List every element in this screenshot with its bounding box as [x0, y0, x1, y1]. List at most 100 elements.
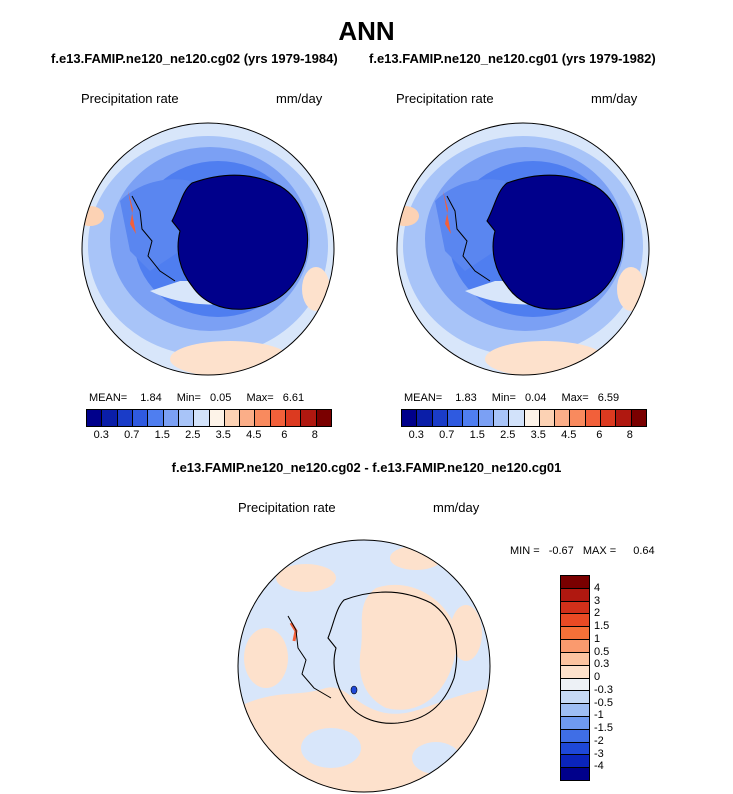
colorbar-tick-label: 8 [626, 429, 633, 441]
diff-variable-label: Precipitation rate [238, 500, 336, 515]
colorbar-tick-label: 1.5 [154, 429, 170, 441]
right-max-label: Max= [561, 392, 589, 404]
colorbar-tick-label: 0.3 [594, 658, 610, 671]
right-case-title: f.e13.FAMIP.ne120_ne120.cg01 (yrs 1979-1… [369, 51, 656, 66]
diff-min-value: -0.67 [548, 545, 574, 557]
left-precip-map [81, 122, 335, 376]
colorbar-swatch [87, 410, 103, 426]
colorbar-tick-label: 1.5 [469, 429, 485, 441]
diff-max-value: 0.64 [633, 545, 655, 557]
colorbar-swatch [561, 768, 589, 780]
right-min-label: Min= [491, 392, 516, 404]
left-max-label: Max= [246, 392, 274, 404]
right-mean-value: 1.83 [455, 392, 477, 404]
colorbar-tick-label: 0.3 [408, 429, 424, 441]
colorbar-tick-label: 0.7 [439, 429, 455, 441]
colorbar-tick-label: 4.5 [246, 429, 262, 441]
colorbar-swatch [561, 729, 589, 743]
right-colorbar [401, 409, 647, 427]
diff-precip-map [237, 539, 491, 793]
left-variable-label: Precipitation rate [81, 91, 179, 106]
colorbar-tick-label: -0.3 [594, 683, 613, 696]
right-mean-label: MEAN= [404, 392, 443, 404]
colorbar-tick-label: 2.5 [500, 429, 516, 441]
colorbar-swatch [178, 410, 195, 426]
diff-colorbar [560, 575, 590, 781]
colorbar-swatch [209, 410, 225, 426]
colorbar-swatch [539, 410, 556, 426]
colorbar-swatch [631, 410, 646, 426]
colorbar-tick-label: 0.7 [124, 429, 140, 441]
colorbar-tick-label: 2.5 [185, 429, 201, 441]
colorbar-swatch [561, 742, 589, 756]
colorbar-swatch [509, 410, 525, 426]
colorbar-swatch [270, 410, 287, 426]
colorbar-swatch [561, 716, 589, 730]
colorbar-tick-label: -0.5 [594, 696, 613, 709]
colorbar-swatch [524, 410, 540, 426]
colorbar-swatch [163, 410, 179, 426]
colorbar-swatch [478, 410, 494, 426]
right-precip-map [396, 122, 650, 376]
left-min-label: Min= [176, 392, 201, 404]
colorbar-swatch [224, 410, 241, 426]
colorbar-tick-label: 8 [311, 429, 318, 441]
colorbar-tick-label: 6 [596, 429, 603, 441]
colorbar-tick-label: 6 [281, 429, 288, 441]
colorbar-swatch [561, 588, 589, 602]
colorbar-tick-label: 0.5 [594, 645, 610, 658]
colorbar-tick-label: 0.3 [93, 429, 109, 441]
colorbar-swatch [561, 704, 589, 717]
left-colorbar [86, 409, 332, 427]
left-max-value: 6.61 [282, 392, 305, 404]
colorbar-tick-label: 3.5 [530, 429, 546, 441]
colorbar-swatch [561, 640, 589, 653]
colorbar-swatch [301, 410, 317, 426]
colorbar-tick-label: 4 [594, 581, 601, 594]
colorbar-tick-label: -1.5 [594, 722, 613, 734]
diff-units-label: mm/day [433, 500, 480, 515]
colorbar-tick-label: -2 [594, 734, 604, 747]
colorbar-tick-label: 1 [594, 632, 601, 645]
colorbar-tick-label: 0 [594, 671, 601, 683]
colorbar-swatch [417, 410, 433, 426]
diff-max-label: MAX = [582, 545, 617, 557]
colorbar-swatch [194, 410, 210, 426]
colorbar-swatch [570, 410, 586, 426]
colorbar-tick-label: 3 [594, 594, 601, 607]
colorbar-swatch [561, 755, 589, 769]
colorbar-swatch [616, 410, 632, 426]
colorbar-swatch [255, 410, 271, 426]
right-max-value: 6.59 [597, 392, 620, 404]
colorbar-swatch [561, 652, 589, 666]
colorbar-swatch [286, 410, 302, 426]
left-units-label: mm/day [276, 91, 323, 106]
colorbar-swatch [601, 410, 617, 426]
colorbar-tick-label: -1 [594, 709, 604, 722]
colorbar-swatch [561, 576, 589, 589]
colorbar-swatch [561, 614, 589, 628]
left-mean-label: MEAN= [89, 392, 128, 404]
left-mean-value: 1.84 [140, 392, 162, 404]
colorbar-tick-label: 4.5 [561, 429, 577, 441]
colorbar-swatch [561, 678, 589, 692]
colorbar-tick-label: 1.5 [594, 620, 610, 632]
colorbar-swatch [316, 410, 331, 426]
colorbar-swatch [132, 410, 149, 426]
right-min-value: 0.04 [524, 392, 547, 404]
colorbar-swatch [561, 627, 589, 641]
colorbar-swatch [561, 601, 589, 615]
right-units-label: mm/day [591, 91, 638, 106]
colorbar-tick-label: 2 [594, 607, 601, 620]
colorbar-swatch [447, 410, 464, 426]
diff-min-label: MIN = [510, 545, 540, 557]
colorbar-swatch [493, 410, 510, 426]
colorbar-swatch [585, 410, 602, 426]
colorbar-swatch [432, 410, 448, 426]
colorbar-tick-label: 3.5 [215, 429, 231, 441]
left-min-value: 0.05 [209, 392, 232, 404]
colorbar-tick-label: -4 [594, 760, 604, 773]
colorbar-swatch [555, 410, 571, 426]
colorbar-swatch [561, 691, 589, 705]
difference-title: f.e13.FAMIP.ne120_ne120.cg02 - f.e13.FAM… [171, 460, 562, 475]
